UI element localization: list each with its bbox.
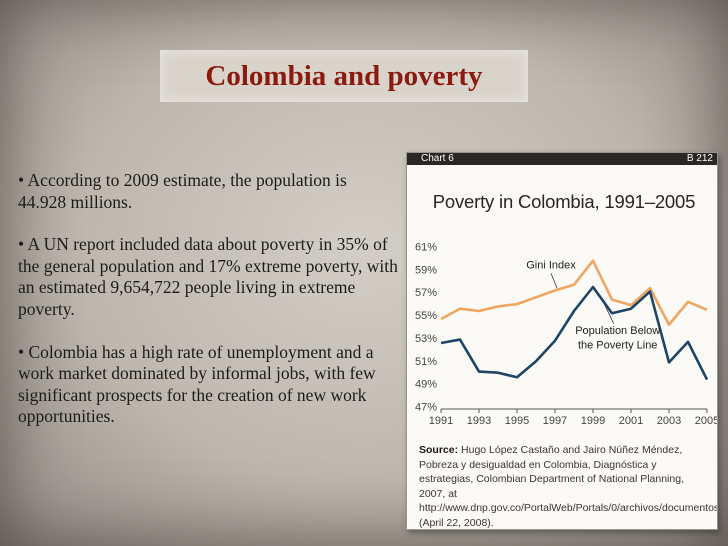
- source-text: Hugo López Castaño and Jairo Núñez Ménde…: [419, 444, 717, 529]
- y-tick-label: 59%: [415, 264, 437, 276]
- poverty-line-series: [440, 285, 709, 381]
- chart-header-bar: [407, 153, 717, 165]
- chart-label: Chart 6: [421, 153, 454, 164]
- y-tick-label: 55%: [415, 310, 437, 322]
- x-tick-label: 1995: [505, 415, 529, 427]
- y-tick-label: 53%: [415, 333, 437, 345]
- x-tick-label: 2005: [695, 415, 717, 427]
- x-tick-label: 2001: [619, 415, 643, 427]
- gini-index-line: [440, 259, 708, 327]
- x-tick-label: 1999: [581, 415, 605, 427]
- poverty-line-label-2: the Poverty Line: [578, 340, 658, 352]
- chart-source: Source: Hugo López Castaño and Jairo Núñ…: [419, 443, 717, 529]
- poverty-line-pointer: [604, 303, 615, 324]
- gini-index-label: Gini Index: [526, 260, 576, 272]
- x-tick-label: 1991: [429, 415, 453, 427]
- x-tick-label: 1997: [543, 415, 567, 427]
- bullet-unemployment: • Colombia has a high rate of unemployme…: [18, 341, 376, 427]
- bullet-list: • According to 2009 estimate, the popula…: [18, 170, 398, 449]
- x-tick-label: 1993: [467, 415, 491, 427]
- chart-page-ref: B 212: [686, 153, 713, 164]
- chart-title: Poverty in Colombia, 1991–2005: [432, 191, 696, 212]
- poverty-line-chart: 61%59%57%55%53%51%49%47% 1991 1993 1995 199…: [415, 242, 717, 428]
- y-tick-label: 61%: [415, 242, 437, 254]
- y-tick-label: 57%: [415, 287, 437, 299]
- chart-panel: Chart 6 B 212 Poverty in Colombia, 1991–…: [406, 152, 718, 530]
- y-tick-label: 49%: [415, 379, 437, 391]
- bullet-population: • According to 2009 estimate, the popula…: [18, 170, 347, 212]
- source-label: Source:: [419, 444, 459, 456]
- slide-title: Colombia and poverty: [160, 50, 528, 102]
- x-tick-label: 2003: [657, 415, 681, 427]
- bullet-un-report: • A UN report included data about povert…: [18, 234, 398, 319]
- gini-index-pointer: [550, 273, 558, 289]
- y-axis-ticks: 61% 59% 57% 55% 53% 51% 49% 47%: [415, 242, 437, 414]
- y-tick-label: 51%: [415, 356, 437, 368]
- x-axis-ticks: 1991 1993 1995 1997 1999 2001 2003 2005: [429, 409, 717, 427]
- poverty-line-label-1: Population Below: [575, 325, 660, 337]
- y-tick-label: 47%: [415, 402, 437, 414]
